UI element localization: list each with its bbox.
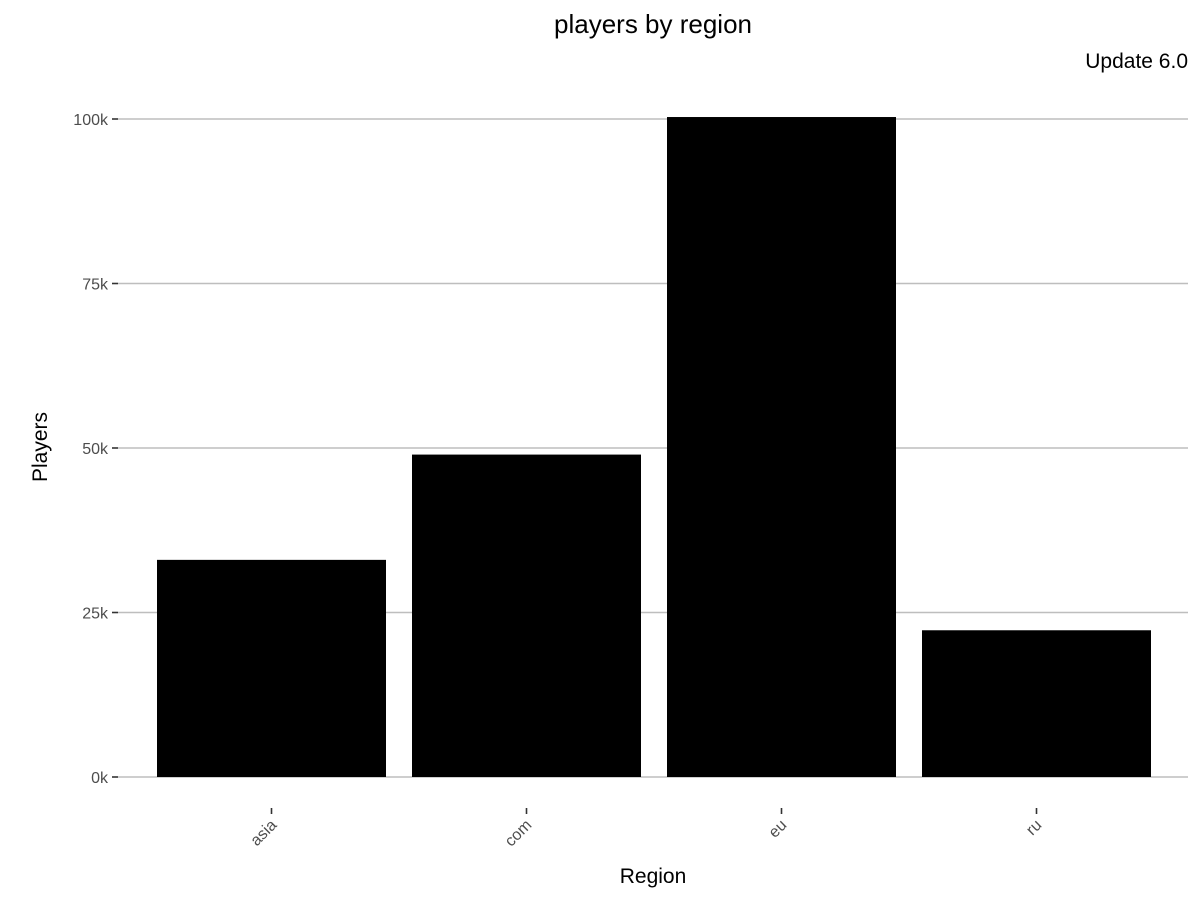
x-axis-title: Region: [620, 865, 687, 888]
x-tick-label: asia: [248, 817, 281, 850]
y-axis: 0k 25k 50k 75k 100k: [73, 112, 118, 787]
x-axis: asia com eu ru: [248, 808, 1045, 850]
y-tick-label: 25k: [82, 606, 109, 623]
bars: [157, 117, 1151, 777]
x-tick-label: ru: [1023, 817, 1045, 839]
chart-subtitle: Update 6.0: [1085, 50, 1188, 73]
y-tick-label: 100k: [73, 112, 109, 129]
bar-asia: [157, 559, 386, 777]
y-axis-title: Players: [29, 412, 52, 482]
bar-ru: [922, 630, 1151, 777]
x-tick-label: eu: [766, 817, 791, 842]
bar-eu: [667, 117, 896, 777]
chart-title: players by region: [554, 9, 752, 39]
x-tick-label: com: [502, 817, 535, 850]
y-tick-label: 50k: [82, 441, 109, 458]
y-tick-label: 0k: [91, 770, 109, 787]
bar-com: [412, 454, 641, 777]
y-tick-label: 75k: [82, 277, 109, 294]
